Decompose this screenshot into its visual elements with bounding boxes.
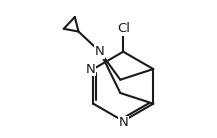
- Text: Cl: Cl: [117, 22, 130, 35]
- Text: N: N: [118, 116, 128, 129]
- Text: N: N: [95, 45, 105, 58]
- Text: N: N: [85, 63, 95, 75]
